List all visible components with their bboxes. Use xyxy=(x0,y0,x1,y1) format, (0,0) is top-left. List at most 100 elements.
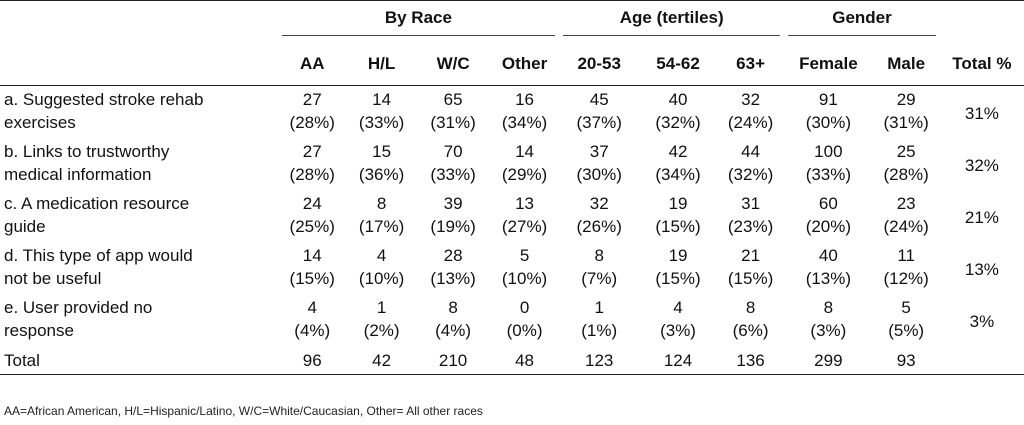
cell-percent: (20%) xyxy=(805,217,852,236)
row-label-line: a. Suggested stroke rehab xyxy=(4,90,204,109)
cell-count: 8 xyxy=(448,298,458,317)
table-cell: 14 (33%) xyxy=(347,86,416,139)
cell-percent: (15%) xyxy=(655,269,701,288)
table-cell: 19 (15%) xyxy=(639,190,717,242)
cell-percent: (5%) xyxy=(888,321,925,340)
row-label: a. Suggested stroke rehab exercises xyxy=(0,86,278,139)
total-cell: 42 xyxy=(346,346,417,375)
column-header: AA xyxy=(277,41,347,86)
total-row: Total 96 42 210 48 123 124 136 299 93 xyxy=(0,346,1024,375)
cell-count: 24 xyxy=(302,194,322,213)
column-header: Other xyxy=(489,41,560,86)
total-cell: 123 xyxy=(559,346,640,375)
row-label-line: c. A medication resource xyxy=(4,194,190,213)
cell-count: 27 xyxy=(302,142,322,161)
cell-count: 23 xyxy=(896,194,916,213)
cell-percent: (24%) xyxy=(727,113,774,132)
cell-count: 4 xyxy=(673,298,683,317)
table-cell: 40 (13%) xyxy=(784,242,872,294)
table-cell: 5 (10%) xyxy=(490,242,559,294)
cell-percent: (33%) xyxy=(430,165,476,184)
cell-percent: (24%) xyxy=(883,217,929,236)
cell-percent: (34%) xyxy=(655,165,701,184)
cell-percent: (28%) xyxy=(289,165,335,184)
cell-percent: (27%) xyxy=(501,217,548,236)
group-header-gender: Gender xyxy=(784,1,940,41)
table-row: b. Links to trustworthy medical informati… xyxy=(0,138,1024,190)
cell-count: 45 xyxy=(589,90,609,109)
cell-count: 39 xyxy=(443,194,463,213)
table-cell: 23 (24%) xyxy=(873,190,940,242)
cell-percent: (31%) xyxy=(430,113,476,132)
table-cell: 1 (1%) xyxy=(559,294,639,346)
table-cell: 19 (15%) xyxy=(639,242,717,294)
row-label-line: b. Links to trustworthy xyxy=(4,142,170,161)
column-header: 54-62 xyxy=(639,41,717,86)
total-percent-cell: 13% xyxy=(964,259,999,279)
cell-percent: (3%) xyxy=(810,321,847,340)
cell-count: 32 xyxy=(741,90,761,109)
table-cell: 60 (20%) xyxy=(784,190,872,242)
cell-percent: (0%) xyxy=(506,321,543,340)
table-cell: 24 (25%) xyxy=(278,190,347,242)
table-cell: 32 (26%) xyxy=(559,190,639,242)
total-cell: 124 xyxy=(639,346,717,375)
cell-count: 31 xyxy=(741,194,761,213)
cell-count: 13 xyxy=(515,194,535,213)
cell-percent: (2%) xyxy=(363,321,400,340)
cell-count: 27 xyxy=(302,90,322,109)
total-percent-cell: 3% xyxy=(969,311,995,331)
table-body: a. Suggested stroke rehab exercises 27 (28%… xyxy=(0,86,1024,347)
cell-count: 42 xyxy=(668,142,688,161)
cell-count: 14 xyxy=(302,246,322,265)
cell-percent: (15%) xyxy=(289,269,335,288)
table-cell: 31 (23%) xyxy=(717,190,784,242)
cell-percent: (4%) xyxy=(435,321,472,340)
cell-count: 60 xyxy=(818,194,838,213)
total-cell: 136 xyxy=(716,346,785,375)
cell-percent: (33%) xyxy=(358,113,405,132)
column-header: W/C xyxy=(416,41,490,86)
table-row: c. A medication resource guide 24 (25%) 8 (17… xyxy=(0,190,1024,242)
row-label-line: exercises xyxy=(4,113,76,132)
cell-percent: (33%) xyxy=(805,165,852,184)
table-cell: 45 (37%) xyxy=(559,86,639,139)
table-cell: 0 (0%) xyxy=(490,294,559,346)
cell-percent: (23%) xyxy=(727,217,774,236)
table-cell: 37 (30%) xyxy=(559,138,639,190)
total-cell: 210 xyxy=(416,346,490,375)
results-table: By Race Age (tertiles) Gender AA H/L W/C… xyxy=(0,0,1024,375)
table-cell: 5 (5%) xyxy=(873,294,940,346)
cell-count: 28 xyxy=(443,246,463,265)
table-cell: 14 (29%) xyxy=(490,138,559,190)
group-header-age: Age (tertiles) xyxy=(559,1,784,41)
row-label-line: response xyxy=(4,321,74,340)
table-cell: 8 (3%) xyxy=(784,294,872,346)
column-header: H/L xyxy=(346,41,417,86)
cell-percent: (28%) xyxy=(883,165,929,184)
cell-percent: (28%) xyxy=(289,113,335,132)
cell-count: 8 xyxy=(745,298,756,317)
cell-percent: (4%) xyxy=(294,321,331,340)
table-cell: 100 (33%) xyxy=(784,138,872,190)
cell-percent: (36%) xyxy=(358,165,405,184)
cell-percent: (12%) xyxy=(883,269,929,288)
column-header: 63+ xyxy=(716,41,785,86)
table-cell: 42 (34%) xyxy=(639,138,717,190)
group-header-row: By Race Age (tertiles) Gender xyxy=(0,1,1024,41)
cell-percent: (30%) xyxy=(805,113,852,132)
table-cell: 8 (4%) xyxy=(416,294,490,346)
cell-percent: (32%) xyxy=(655,113,701,132)
table-cell: 44 (32%) xyxy=(717,138,784,190)
cell-percent: (37%) xyxy=(576,113,622,132)
cell-count: 19 xyxy=(668,194,688,213)
cell-count: 29 xyxy=(896,90,916,109)
table-cell: 21 (15%) xyxy=(717,242,784,294)
table-cell: 29 (31%) xyxy=(873,86,940,139)
row-label-line: e. User provided no xyxy=(4,298,153,317)
column-header: Total % xyxy=(939,41,1024,86)
row-label: e. User provided no response xyxy=(0,294,278,346)
table-row: e. User provided no response 4 (4%) 1 (2%) 8 (4… xyxy=(0,294,1024,346)
cell-percent: (31%) xyxy=(883,113,929,132)
